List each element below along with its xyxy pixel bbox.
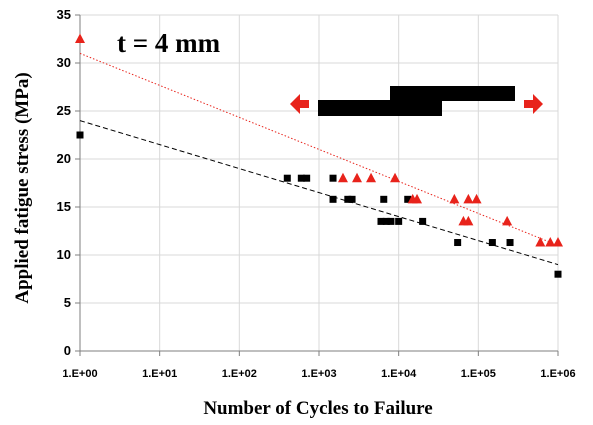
square-point (329, 174, 337, 182)
square-point (344, 195, 352, 203)
square-point (387, 217, 395, 225)
square-point (488, 239, 496, 247)
square-point (297, 174, 305, 182)
y-tick-label: 20 (57, 151, 71, 166)
plot-axes (75, 14, 559, 356)
x-tick-label: 1.E+01 (142, 368, 177, 380)
square-point (454, 239, 462, 247)
y-axis-title: Applied fatigue stress (MPa) (12, 72, 33, 303)
thickness-annotation: t = 4 mm (117, 28, 221, 58)
square-point (554, 270, 562, 278)
triangle-point (75, 33, 85, 43)
y-tick-label: 10 (57, 247, 71, 262)
trendline-square (79, 120, 559, 266)
square-point (76, 131, 84, 139)
triangle-point (352, 172, 363, 183)
square-point (303, 174, 311, 182)
trendlines (79, 52, 559, 266)
x-tick-label: 1.E+04 (381, 368, 417, 380)
range-bar-lower (318, 100, 442, 116)
y-tick-label: 0 (64, 343, 71, 358)
triangle-point (366, 172, 377, 183)
square-point (404, 195, 412, 203)
y-tick-label: 5 (64, 295, 71, 310)
triangle-point (390, 172, 401, 183)
square-point (283, 174, 291, 182)
triangle-point (553, 237, 563, 247)
square-point (329, 195, 337, 203)
triangle-point (449, 193, 460, 204)
x-tick-label: 1.E+00 (62, 368, 97, 380)
triangle-point (502, 215, 513, 226)
runout-range-indicator (290, 86, 543, 116)
square-point (419, 217, 427, 225)
data-points (75, 33, 563, 278)
square-point (382, 217, 390, 225)
triangle-point (463, 215, 474, 226)
x-tick-label: 1.E+05 (461, 368, 496, 380)
left-arrow-icon (290, 94, 309, 114)
range-bar-upper (390, 86, 515, 101)
y-tick-label: 25 (57, 103, 71, 118)
right-arrow-icon (524, 94, 543, 114)
square-point (380, 195, 388, 203)
y-tick-label: 35 (57, 7, 71, 22)
square-point (395, 217, 403, 225)
y-tick-label: 30 (57, 55, 71, 70)
square-point (348, 195, 356, 203)
triangle-point (463, 193, 474, 204)
triangle-point (471, 193, 482, 204)
square-point (377, 217, 385, 225)
x-axis-title: Number of Cycles to Failure (203, 398, 432, 419)
x-tick-label: 1.E+03 (301, 368, 336, 380)
x-tick-label: 1.E+06 (540, 368, 575, 380)
y-tick-label: 15 (57, 199, 71, 214)
triangle-point (412, 193, 423, 204)
x-tick-labels: 1.E+00 1.E+01 1.E+02 1.E+03 1.E+04 1.E+05 1.E+… (62, 368, 575, 380)
triangle-point (545, 237, 556, 247)
square-point (506, 239, 514, 247)
y-tick-labels: 0 5 10 15 20 25 30 35 (57, 7, 71, 358)
x-tick-label: 1.E+02 (222, 368, 257, 380)
triangle-point (337, 172, 348, 183)
triangle-point (535, 237, 546, 247)
